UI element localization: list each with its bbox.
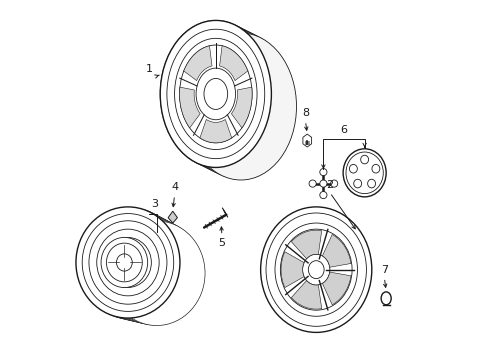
Ellipse shape	[360, 155, 368, 164]
Ellipse shape	[171, 26, 282, 173]
Polygon shape	[179, 87, 200, 128]
Ellipse shape	[79, 208, 182, 319]
Text: 6: 6	[340, 125, 347, 135]
Ellipse shape	[203, 78, 227, 109]
Ellipse shape	[319, 168, 326, 176]
Polygon shape	[200, 120, 231, 143]
Ellipse shape	[174, 39, 257, 149]
Ellipse shape	[106, 243, 142, 282]
Ellipse shape	[380, 292, 390, 305]
Ellipse shape	[330, 180, 337, 187]
Ellipse shape	[99, 217, 197, 323]
Ellipse shape	[116, 254, 132, 271]
Ellipse shape	[178, 30, 289, 176]
Ellipse shape	[105, 220, 202, 325]
Ellipse shape	[196, 68, 235, 120]
Ellipse shape	[92, 213, 192, 322]
Ellipse shape	[302, 254, 329, 285]
Ellipse shape	[280, 229, 351, 310]
Ellipse shape	[353, 179, 361, 188]
Ellipse shape	[160, 21, 271, 167]
Polygon shape	[168, 211, 177, 223]
Text: 3: 3	[151, 199, 158, 210]
Ellipse shape	[95, 215, 195, 323]
Ellipse shape	[89, 221, 166, 304]
Ellipse shape	[182, 31, 292, 178]
Ellipse shape	[367, 179, 375, 188]
Ellipse shape	[104, 238, 151, 288]
Ellipse shape	[97, 229, 159, 296]
Polygon shape	[302, 134, 311, 147]
Ellipse shape	[166, 29, 264, 159]
Ellipse shape	[371, 165, 379, 173]
Ellipse shape	[319, 192, 326, 199]
Text: 7: 7	[380, 265, 387, 275]
Ellipse shape	[101, 237, 147, 288]
Ellipse shape	[274, 223, 357, 316]
Ellipse shape	[308, 180, 316, 187]
Ellipse shape	[163, 22, 274, 169]
Ellipse shape	[82, 209, 184, 320]
Ellipse shape	[167, 24, 278, 171]
Polygon shape	[281, 252, 304, 288]
Text: 2: 2	[325, 180, 333, 190]
Text: 5: 5	[218, 238, 225, 248]
Text: 1: 1	[146, 64, 153, 74]
Ellipse shape	[343, 149, 386, 197]
Ellipse shape	[346, 152, 383, 194]
Polygon shape	[322, 272, 350, 305]
Ellipse shape	[76, 207, 180, 318]
Ellipse shape	[108, 221, 204, 325]
Ellipse shape	[185, 33, 296, 180]
Ellipse shape	[89, 212, 190, 321]
Ellipse shape	[102, 218, 200, 324]
Ellipse shape	[179, 45, 252, 143]
Text: 4: 4	[171, 182, 178, 192]
Ellipse shape	[174, 28, 285, 175]
Polygon shape	[231, 87, 252, 128]
Ellipse shape	[260, 207, 371, 332]
Polygon shape	[322, 234, 350, 267]
Ellipse shape	[160, 21, 271, 167]
Polygon shape	[183, 46, 212, 81]
Ellipse shape	[85, 211, 187, 321]
Ellipse shape	[349, 165, 357, 173]
Text: 8: 8	[301, 108, 308, 118]
Ellipse shape	[319, 180, 326, 187]
Polygon shape	[219, 46, 247, 81]
Ellipse shape	[308, 261, 324, 279]
Ellipse shape	[265, 213, 366, 326]
Polygon shape	[291, 230, 321, 259]
Ellipse shape	[82, 213, 173, 311]
Polygon shape	[291, 280, 321, 309]
